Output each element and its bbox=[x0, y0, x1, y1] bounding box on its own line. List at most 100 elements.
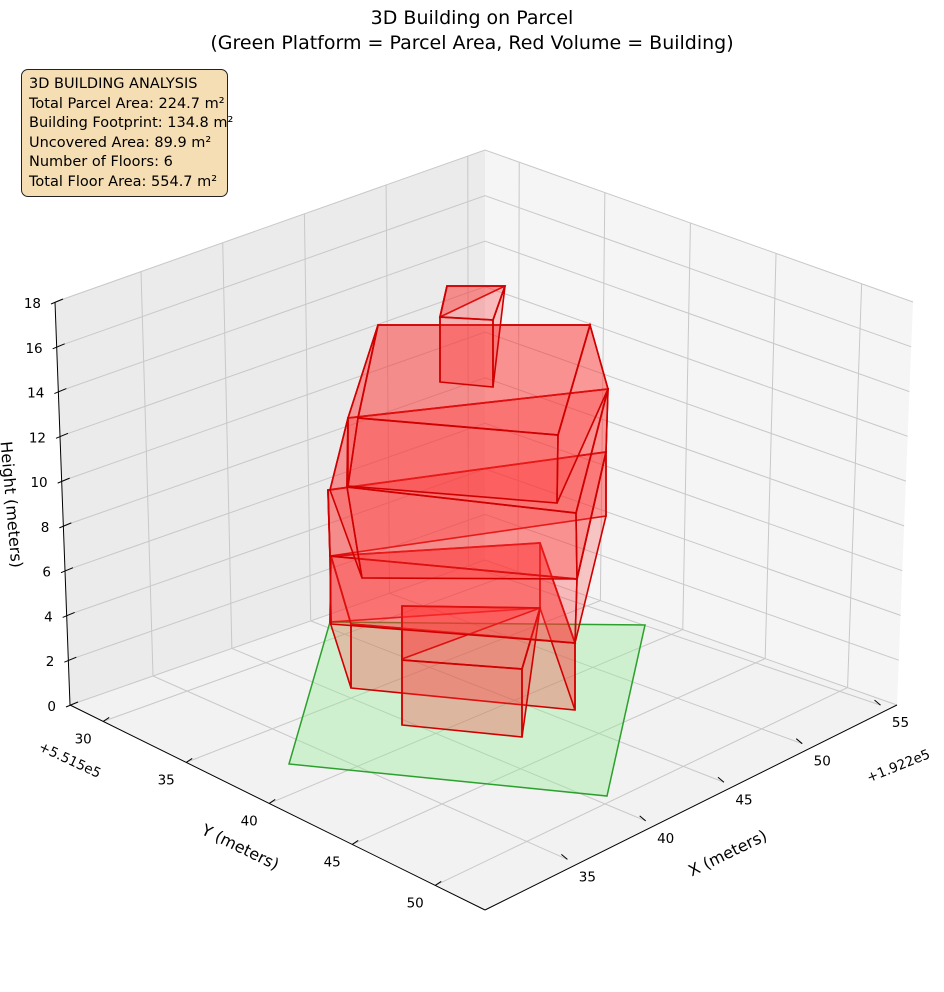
z-tick bbox=[55, 432, 69, 439]
grid-line-z bbox=[63, 377, 905, 527]
chart-title: 3D Building on Parcel bbox=[370, 7, 574, 29]
chart-subtitle: (Green Platform = Parcel Area, Red Volum… bbox=[210, 32, 734, 54]
info-uncovered: Uncovered Area: 89.9 m² bbox=[29, 134, 212, 151]
x-axis-line bbox=[484, 704, 898, 911]
grid-line-z bbox=[68, 513, 899, 661]
pane-floor bbox=[70, 560, 897, 910]
z-tick-label: 10 bbox=[30, 475, 47, 491]
grid-line-x bbox=[389, 592, 803, 745]
z-tick-label: 0 bbox=[47, 699, 56, 715]
grid-line-z bbox=[56, 195, 912, 348]
y-offset-label: +5.515e5 bbox=[36, 739, 103, 782]
x-tick-label: 50 bbox=[814, 754, 831, 770]
grid-line-x bbox=[152, 675, 568, 860]
y-tick bbox=[351, 839, 359, 845]
grid-line-y-vertical bbox=[682, 222, 691, 630]
y-tick-label: 45 bbox=[324, 854, 341, 870]
z-tick-label: 12 bbox=[29, 430, 46, 446]
info-heading: 3D BUILDING ANALYSIS bbox=[29, 76, 198, 92]
grid-line-x bbox=[231, 647, 646, 822]
y-tick bbox=[268, 798, 276, 804]
grid-line-x bbox=[310, 620, 725, 783]
z-tick-label: 2 bbox=[46, 654, 55, 670]
grid-line-y bbox=[269, 629, 683, 804]
x-tick-label: 45 bbox=[735, 792, 752, 808]
building-floor-4 bbox=[328, 387, 610, 580]
grid-line-y bbox=[351, 658, 766, 845]
parcel-platform bbox=[288, 621, 646, 797]
floor-face-front bbox=[439, 316, 494, 388]
x-tick-label: 40 bbox=[657, 831, 674, 847]
x-tick bbox=[639, 815, 647, 822]
grid-line-y-vertical bbox=[764, 253, 777, 659]
z-tick bbox=[50, 298, 64, 305]
z-tick bbox=[52, 343, 65, 350]
y-tick-label: 35 bbox=[158, 772, 175, 788]
x-offset-label: +1.922e5 bbox=[865, 746, 933, 786]
y-tick-label: 30 bbox=[75, 731, 92, 747]
y-tick bbox=[102, 716, 110, 722]
z-axis-line bbox=[54, 301, 71, 706]
grid-line-y bbox=[434, 687, 848, 886]
grid-line-z bbox=[69, 559, 898, 706]
info-footprint: Building Footprint: 134.8 m² bbox=[29, 115, 234, 132]
grid-line-z bbox=[58, 240, 910, 393]
grid-line-x bbox=[468, 565, 881, 706]
y-tick-label: 50 bbox=[407, 895, 424, 911]
z-tick bbox=[54, 388, 67, 395]
grid-line-x-vertical bbox=[140, 271, 154, 677]
grid-line-x-vertical bbox=[303, 213, 312, 621]
x-tick-label: 35 bbox=[579, 869, 596, 885]
z-tick-label: 14 bbox=[27, 386, 44, 402]
info-floors: Number of Floors: 6 bbox=[29, 154, 173, 171]
floor-face-top bbox=[401, 605, 542, 670]
pane-left bbox=[55, 150, 485, 705]
z-tick bbox=[60, 567, 74, 574]
grid-line-x-vertical bbox=[467, 156, 469, 566]
grid-line-z bbox=[64, 422, 903, 572]
x-tick bbox=[717, 776, 725, 783]
floor-face-top bbox=[356, 324, 592, 436]
grid-line-z bbox=[61, 331, 907, 482]
z-tick-label: 16 bbox=[25, 341, 42, 357]
grid-line-y bbox=[103, 571, 519, 722]
grid-line-y-vertical bbox=[517, 162, 520, 572]
z-tick bbox=[59, 522, 72, 529]
x-tick bbox=[561, 854, 568, 860]
x-axis-label: X (meters) bbox=[685, 826, 770, 880]
building-floor-5 bbox=[346, 322, 610, 504]
building-floor-2 bbox=[401, 605, 542, 738]
z-tick-label: 18 bbox=[24, 296, 41, 312]
z-tick bbox=[62, 611, 75, 618]
x-tick bbox=[874, 699, 881, 706]
z-tick bbox=[65, 701, 79, 708]
z-tick-label: 8 bbox=[41, 520, 50, 536]
building-floor-6 bbox=[438, 285, 507, 388]
y-tick bbox=[434, 880, 442, 886]
pane-right bbox=[485, 150, 913, 705]
grid-line-x-vertical bbox=[385, 184, 391, 594]
floor-face-front bbox=[401, 659, 523, 738]
z-axis-label: Height (meters) bbox=[0, 440, 26, 568]
analysis-info-box: 3D BUILDING ANALYSIS Total Parcel Area: … bbox=[21, 69, 234, 197]
parcel-layer bbox=[288, 621, 646, 797]
z-tick bbox=[57, 477, 70, 484]
z-tick-label: 4 bbox=[44, 609, 53, 625]
grid-line-z bbox=[54, 149, 914, 303]
y-axis-line bbox=[69, 704, 486, 911]
building-layer bbox=[327, 285, 610, 738]
x-tick-label: 55 bbox=[892, 715, 909, 731]
info-floor-area: Total Floor Area: 554.7 m² bbox=[29, 173, 218, 190]
grid-line-y bbox=[186, 600, 601, 763]
y-tick-label: 40 bbox=[241, 813, 258, 829]
y-tick bbox=[185, 757, 193, 763]
z-tick bbox=[64, 656, 77, 663]
x-tick bbox=[795, 738, 803, 745]
info-parcel-area: Total Parcel Area: 224.7 m² bbox=[29, 95, 225, 112]
grid-line-x-vertical bbox=[222, 242, 233, 649]
floor-face-top bbox=[438, 285, 507, 321]
grid-line-y-vertical bbox=[847, 283, 863, 688]
z-tick-label: 6 bbox=[42, 565, 51, 581]
grid-line-y-vertical bbox=[599, 192, 606, 601]
